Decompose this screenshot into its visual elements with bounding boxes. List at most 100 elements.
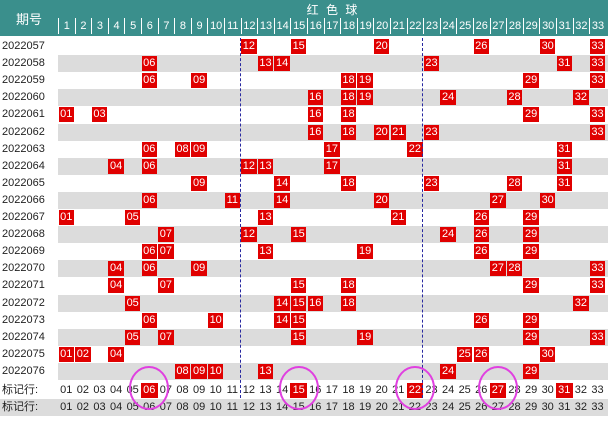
- red-ball: 14: [274, 56, 290, 72]
- period-number: 2022061: [2, 108, 45, 121]
- draw-row: 2022064 04 06 12 13 17 31: [0, 157, 608, 175]
- red-ball: 01: [58, 107, 75, 123]
- red-ball: 06: [141, 192, 158, 208]
- marker-number[interactable]: 19: [358, 401, 372, 414]
- draw-row: 2022065 09 14 18 23 28 31: [0, 175, 608, 192]
- red-ball: 33: [589, 73, 606, 89]
- red-ball: 20: [373, 124, 390, 140]
- marker-number[interactable]: 13: [259, 401, 272, 414]
- marker-number[interactable]: 12: [242, 401, 256, 414]
- column-header-cell: 27: [489, 18, 507, 34]
- column-header-cell: 32: [572, 18, 590, 34]
- period-number: 2022068: [2, 228, 45, 241]
- red-ball: 10: [207, 363, 224, 379]
- marker-number[interactable]: 11: [226, 401, 238, 414]
- marker-number[interactable]: 20: [375, 401, 388, 414]
- red-ball: 12: [241, 39, 257, 54]
- marker-number[interactable]: 10: [209, 401, 222, 414]
- highlight-circle: [477, 366, 518, 410]
- marker-number[interactable]: 13: [259, 384, 272, 396]
- marker-number[interactable]: 03: [93, 384, 106, 396]
- marker-number[interactable]: 09: [192, 384, 206, 396]
- highlight-circle: [394, 366, 435, 410]
- red-ball: 17: [324, 158, 340, 174]
- marker-number[interactable]: 33: [591, 401, 604, 414]
- red-ball: 09: [191, 175, 207, 191]
- red-ball: 17: [324, 141, 340, 157]
- red-ball: 04: [108, 346, 124, 362]
- draw-row: 2022063 06 08 09 17 22 31: [0, 141, 608, 158]
- red-ball: 29: [523, 244, 539, 260]
- highlight-circle: [278, 366, 319, 410]
- red-ball: 07: [158, 329, 174, 345]
- marker-number[interactable]: 31: [558, 401, 571, 414]
- marker-number[interactable]: 12: [242, 384, 256, 396]
- marker-number[interactable]: 24: [441, 384, 455, 396]
- red-ball: 15: [290, 278, 307, 294]
- period-header: 期号: [0, 0, 58, 36]
- red-ball: 29: [523, 363, 539, 379]
- red-ball: 21: [390, 210, 407, 225]
- marker-number[interactable]: 02: [76, 384, 90, 396]
- marker-number[interactable]: 03: [93, 401, 106, 414]
- period-number: 2022076: [2, 364, 45, 377]
- red-ball: 19: [357, 244, 373, 260]
- column-header-cell: 18: [340, 18, 357, 34]
- red-ball: 19: [357, 90, 373, 106]
- marker-number[interactable]: 18: [342, 384, 355, 396]
- red-ball: 21: [390, 124, 407, 140]
- red-ball: 06: [141, 312, 158, 328]
- marker-number[interactable]: 08: [176, 384, 189, 396]
- marker-number[interactable]: 01: [60, 384, 73, 396]
- red-ball: 14: [274, 175, 290, 191]
- draw-row: 2022074 05 07 15 19 29 33: [0, 328, 608, 346]
- marker-number[interactable]: 33: [591, 384, 604, 396]
- marker-number[interactable]: 25: [458, 384, 471, 396]
- red-ball: 24: [440, 363, 456, 379]
- marker-number[interactable]: 08: [176, 401, 189, 414]
- column-header-cell: 19: [356, 18, 374, 34]
- marker-number[interactable]: 29: [524, 384, 538, 396]
- marker-number[interactable]: 11: [226, 384, 238, 396]
- red-ball: 13: [257, 158, 274, 174]
- red-ball: 23: [423, 124, 440, 140]
- draw-row: 2022068 07 12 15 24 26 29: [0, 226, 608, 244]
- column-header-cell: 23: [423, 18, 440, 34]
- marker-number[interactable]: 32: [574, 401, 588, 414]
- marker-number[interactable]: 18: [342, 401, 355, 414]
- row-stripe: [58, 55, 608, 73]
- red-ball: 03: [91, 107, 108, 123]
- red-ball: 15: [290, 312, 307, 328]
- row-stripe: [58, 260, 608, 278]
- marker-number[interactable]: 17: [325, 401, 339, 414]
- marker-number[interactable]: 20: [375, 384, 388, 396]
- marker-number[interactable]: 19: [358, 384, 372, 396]
- marker-number[interactable]: 04: [109, 384, 123, 396]
- marker-number[interactable]: 17: [325, 384, 339, 396]
- marker-number[interactable]: 07: [159, 401, 173, 414]
- red-ball: 30: [539, 192, 556, 208]
- marker-number[interactable]: 02: [76, 401, 90, 414]
- column-header-cell: 14: [273, 18, 291, 34]
- period-number: 2022073: [2, 313, 45, 326]
- marker-number[interactable]: 09: [192, 401, 206, 414]
- marker-number[interactable]: 04: [109, 401, 123, 414]
- draw-row: 2022071 04 07 15 18 29 33: [0, 277, 608, 294]
- marker-number[interactable]: 10: [209, 384, 222, 396]
- marker-number[interactable]: 31: [556, 383, 573, 398]
- column-header-cell: 33: [589, 18, 606, 34]
- row-stripe: [58, 328, 608, 346]
- red-ball: 16: [307, 295, 324, 311]
- marker-number[interactable]: 01: [60, 401, 73, 414]
- row-stripe: [58, 346, 608, 363]
- red-ball: 07: [158, 244, 174, 260]
- marker-number[interactable]: 25: [458, 401, 471, 414]
- marker-number[interactable]: 30: [541, 401, 554, 414]
- marker-number[interactable]: 30: [541, 384, 554, 396]
- marker-number[interactable]: 24: [441, 401, 455, 414]
- red-ball: 29: [523, 210, 539, 225]
- marker-number[interactable]: 32: [574, 384, 588, 396]
- marker-number[interactable]: 29: [524, 401, 538, 414]
- column-header-cell: 15: [290, 18, 307, 34]
- red-ball: 19: [357, 73, 373, 89]
